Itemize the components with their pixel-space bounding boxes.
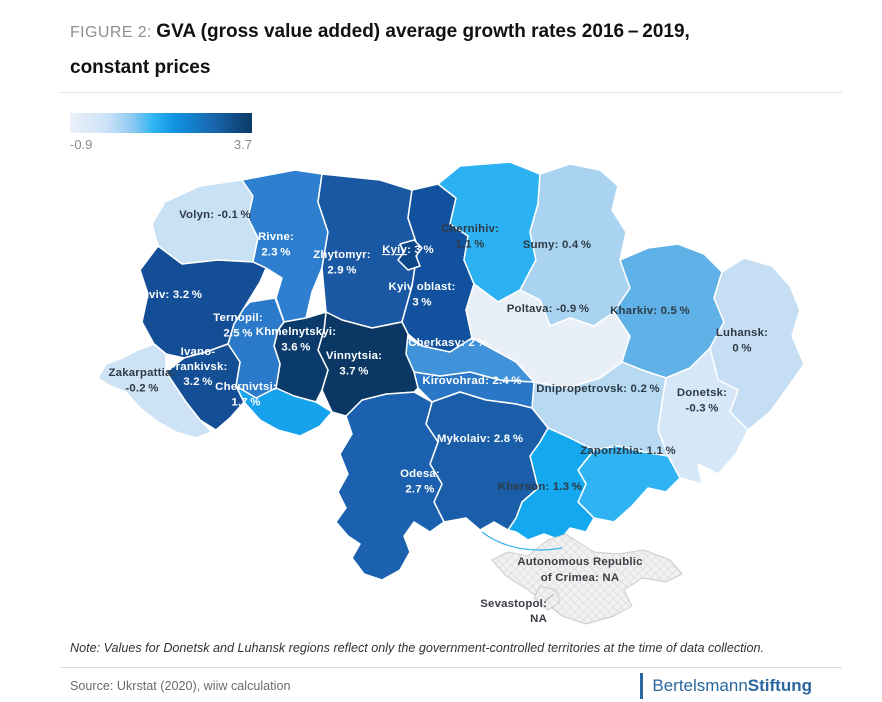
- sevastopol-label: Sevastopol: NA: [480, 598, 547, 625]
- kyiv-oblast-label: Kyiv oblast: 3 %: [389, 281, 456, 309]
- kyiv-city-region: [397, 239, 423, 271]
- ukraine-map: Volyn: -0.1 % Rivne: 2.3 % Zhytomyr: 2.9 % Ky…: [97, 161, 805, 625]
- donetsk-label: Donetsk: -0.3 %: [677, 387, 727, 415]
- crimea-label: Autonomous Republic of Crimea: NA: [517, 556, 642, 584]
- legend-labels: -0.9 3.7: [70, 137, 252, 152]
- logo-text-regular: Bertelsmann: [652, 676, 748, 695]
- cherkasy-label: Cherkasy: 2 %: [408, 337, 488, 349]
- sumy-label: Sumy: 0.4 %: [523, 239, 591, 251]
- footer: Source: Ukrstat (2020), wiiw calculation…: [70, 672, 812, 700]
- zaporizhia-label: Zaporizhia: 1.1 %: [580, 445, 676, 457]
- footer-divider: [60, 667, 842, 668]
- coastal-spit: [481, 531, 563, 551]
- lviv-label: Lviv: 3.2 %: [142, 289, 202, 301]
- poltava-label: Poltava: -0.9 %: [507, 303, 590, 315]
- volyn-label: Volyn: -0.1 %: [179, 209, 251, 221]
- figure-label: FIGURE 2:: [70, 24, 152, 41]
- chernihiv-label: Chernihiv: 1.1 %: [441, 223, 499, 251]
- zhytomyr-label: Zhytomyr: 2.9 %: [313, 249, 371, 277]
- zakarpattia-region: [97, 343, 213, 439]
- title-line-1: FIGURE 2: GVA (gross value added) averag…: [70, 14, 812, 50]
- khmelnytskyi-label: Khmelnytskyi: 3.6 %: [256, 326, 336, 354]
- chernivtsi-label: Chernivtsi: 1.7 %: [215, 381, 277, 409]
- rivne-label: Rivne: 2.3 %: [258, 231, 294, 259]
- kharkiv-label: Kharkiv: 0.5 %: [610, 305, 690, 317]
- figure-note: Note: Values for Donetsk and Luhansk reg…: [70, 641, 764, 655]
- vinnytsia-label: Vinnytsia: 3.7 %: [326, 350, 382, 378]
- source-text: Source: Ukrstat (2020), wiiw calculation: [70, 679, 291, 693]
- odesa-region: [335, 391, 445, 581]
- logo-bar: [639, 673, 644, 699]
- title-divider: [60, 92, 842, 93]
- mykolaiv-label: Mykolaiv: 2.8 %: [437, 433, 523, 445]
- kherson-label: Kherson: 1.3 %: [498, 481, 582, 493]
- sevastopol-leader-line: [543, 593, 555, 603]
- crimea-region: [491, 533, 683, 625]
- ternopil-label: Ternopil: 2.5 %: [213, 312, 263, 340]
- logo-text-bold: Stiftung: [747, 676, 812, 695]
- dnipropetrovsk-label: Dnipropetrovsk: 0.2 %: [536, 383, 660, 395]
- kirovohrad-label: Kirovohrad: 2.4 %: [422, 375, 521, 387]
- legend-min-label: -0.9: [70, 137, 93, 152]
- ivano-frankivsk-label: Ivano-Frankivsk: 3.2 %: [169, 346, 228, 388]
- color-legend: -0.9 3.7: [70, 113, 252, 152]
- luhansk-label: Luhansk: 0 %: [716, 327, 768, 355]
- figure-title-text: GVA (gross value added) average growth r…: [156, 21, 690, 42]
- chernivtsi-region: [235, 385, 333, 437]
- title-line-2: constant prices: [70, 57, 211, 78]
- annotations-layer: [481, 531, 563, 603]
- regions-layer: [97, 161, 805, 625]
- legend-max-label: 3.7: [233, 137, 252, 152]
- zakarpattia-label: Zakarpattia: -0.2 %: [109, 367, 176, 395]
- figure-title: FIGURE 2: GVA (gross value added) averag…: [70, 14, 812, 85]
- zaporizhia-region: [577, 445, 681, 523]
- volyn-region: [151, 179, 259, 265]
- odesa-label: Odesa: 2.7 %: [400, 468, 440, 496]
- sevastopol-region: [533, 585, 561, 611]
- kyiv-city-label: Kyiv: 3 %: [382, 244, 434, 256]
- labels-layer: Volyn: -0.1 % Rivne: 2.3 % Zhytomyr: 2.9 % Ky…: [109, 209, 768, 625]
- legend-gradient-bar: [70, 113, 252, 133]
- bertelsmann-logo: Bertelsmann Stiftung: [639, 673, 812, 699]
